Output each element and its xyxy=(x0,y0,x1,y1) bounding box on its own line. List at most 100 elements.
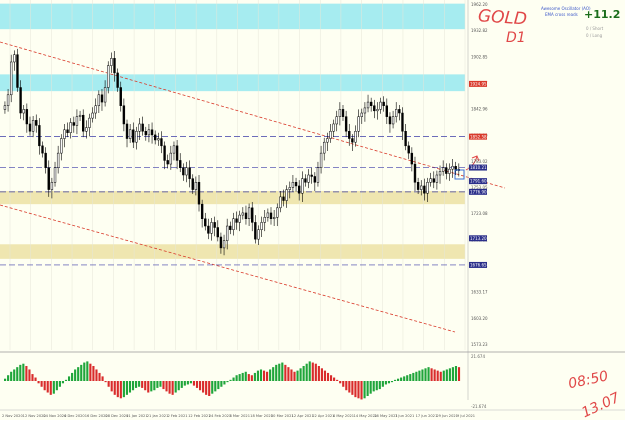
price-badge-text: 1810.21 xyxy=(470,165,487,170)
ao-bar xyxy=(397,378,400,381)
time-label-9: 12 Feb 2021 xyxy=(188,414,210,418)
ao-bar xyxy=(186,381,189,385)
candle xyxy=(160,131,163,154)
candle xyxy=(429,172,432,187)
ao-bar xyxy=(418,370,421,381)
candle xyxy=(445,163,448,180)
candle-body xyxy=(244,212,248,220)
ao-bar xyxy=(308,361,311,381)
ao-bar xyxy=(351,381,354,395)
ao-bar xyxy=(202,381,205,393)
ao-bar xyxy=(451,367,454,381)
candle xyxy=(426,177,429,202)
candle xyxy=(416,177,420,194)
candle xyxy=(266,208,270,222)
ao-bar xyxy=(13,369,16,381)
ao-bar xyxy=(320,368,323,381)
ao-bar xyxy=(165,381,168,392)
demand-zone-1 xyxy=(0,244,465,259)
candle xyxy=(263,210,266,232)
price-label-6: 1783.02 xyxy=(471,159,488,164)
ao-bar xyxy=(354,381,357,398)
candle-body xyxy=(279,196,282,209)
candle-body xyxy=(197,182,201,205)
ao-bar xyxy=(131,381,135,391)
ao-bar xyxy=(372,381,375,392)
candle xyxy=(144,126,147,141)
candle xyxy=(329,123,332,143)
price-label-2: 1902.85 xyxy=(471,54,488,59)
candle xyxy=(225,218,229,250)
price-label-1: 1932.82 xyxy=(471,28,488,33)
price-label-4: 1842.96 xyxy=(471,107,488,112)
candle xyxy=(316,161,320,187)
candle xyxy=(25,103,29,133)
candle-body xyxy=(175,145,179,161)
candle-body xyxy=(75,116,79,126)
candle xyxy=(366,94,370,113)
candle-body xyxy=(404,131,407,147)
indicator-sub-label: EMA cross reads xyxy=(545,12,578,17)
candle-body xyxy=(13,54,16,63)
candle xyxy=(326,132,329,151)
time-label-5: 28 Dec 2020 xyxy=(105,414,129,418)
candle-body xyxy=(366,101,370,109)
candle-body xyxy=(147,129,151,136)
candle xyxy=(379,97,382,114)
candle xyxy=(279,191,282,213)
candle-body xyxy=(451,166,454,170)
candle xyxy=(269,207,273,225)
candle xyxy=(50,177,54,199)
candle-body xyxy=(47,167,50,190)
ao-bar xyxy=(28,369,31,381)
candle xyxy=(6,88,10,112)
candle xyxy=(257,225,260,245)
candle-body xyxy=(307,174,310,183)
price-badge-bg xyxy=(469,164,487,171)
ao-bar xyxy=(89,363,92,381)
candle-body xyxy=(113,58,116,74)
ao-bar xyxy=(34,377,37,381)
price-badge-bg xyxy=(469,133,487,140)
ao-bar xyxy=(74,369,77,381)
lower-trendline xyxy=(0,204,456,333)
candle-body xyxy=(247,207,251,219)
candle xyxy=(404,123,407,151)
candle xyxy=(319,145,323,174)
candle xyxy=(338,102,342,126)
price-badge-1: 1852.58 xyxy=(469,133,487,140)
candle xyxy=(313,172,317,192)
candle-body xyxy=(78,114,82,117)
candle xyxy=(103,80,107,107)
ao-bar xyxy=(345,381,348,391)
price-badge-text: 1676.65 xyxy=(470,263,487,268)
candle-body xyxy=(41,145,44,154)
candle-body xyxy=(316,167,320,183)
candle xyxy=(260,216,263,237)
candle xyxy=(110,52,113,73)
candle-body xyxy=(338,109,342,117)
candle-body xyxy=(138,123,141,132)
ao-bar xyxy=(211,381,214,394)
grid-layer xyxy=(9,0,466,350)
candle xyxy=(22,105,25,121)
ao-bar xyxy=(430,368,433,381)
price-badge-text: 1791.60 xyxy=(470,179,487,184)
price-badge-text: 1776.90 xyxy=(470,189,487,194)
candle-body xyxy=(163,145,166,161)
price-label-0: 1962.20 xyxy=(471,2,488,7)
time-label-14: 12 Apr 2021 xyxy=(292,414,314,418)
ao-bar xyxy=(247,374,250,381)
candle xyxy=(41,141,44,158)
ao-bar xyxy=(357,381,360,399)
time-label-10: 24 Feb 2021 xyxy=(209,414,231,418)
ao-bar xyxy=(16,367,19,381)
candle xyxy=(232,212,235,236)
ao-bar xyxy=(110,381,113,392)
ao-bar xyxy=(107,381,110,387)
candle-body xyxy=(285,189,288,201)
